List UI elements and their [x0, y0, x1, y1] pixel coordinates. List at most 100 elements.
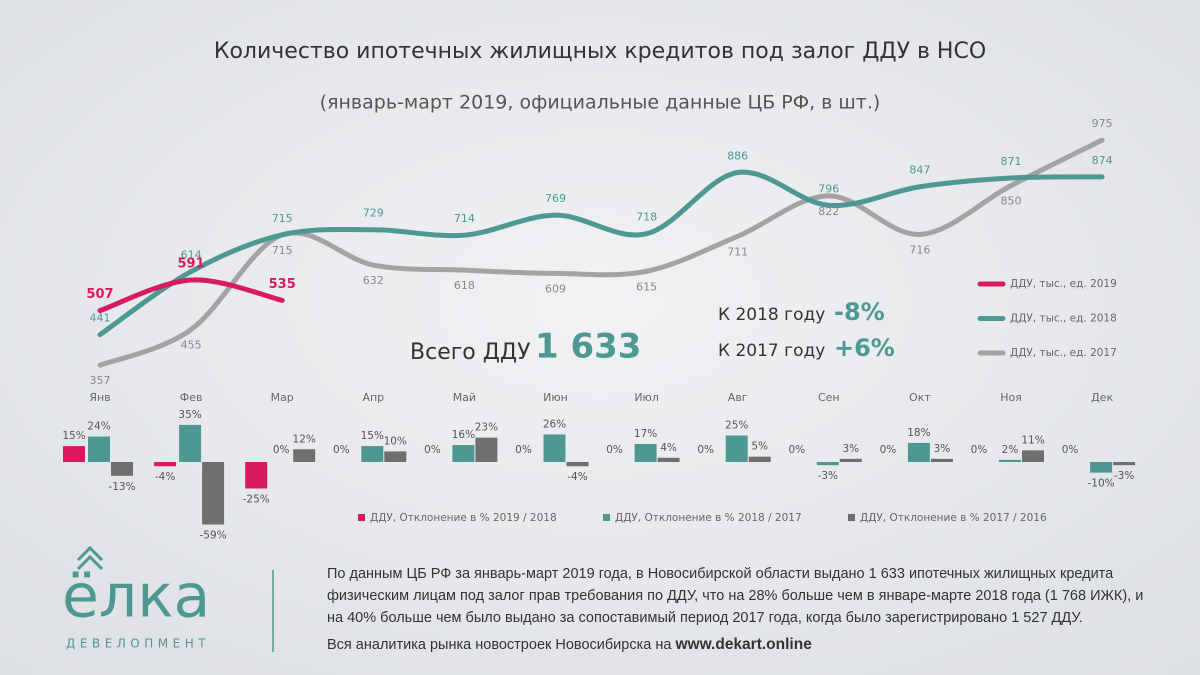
data-label: -3% — [1114, 470, 1134, 482]
line-series — [97, 169, 1105, 338]
data-label: 3% — [842, 443, 859, 455]
data-label: 507 — [86, 287, 113, 302]
bar — [293, 449, 316, 462]
data-label: 3% — [934, 443, 951, 455]
data-label: 0% — [1062, 444, 1079, 456]
data-label: 357 — [90, 374, 111, 387]
data-label: 24% — [87, 421, 110, 433]
logo-icon — [76, 554, 104, 571]
bar — [748, 456, 771, 462]
footer-link: www.dekart.online — [674, 636, 812, 653]
comparison-label: К 2017 году — [718, 341, 825, 361]
comparison-value: +6% — [834, 334, 895, 362]
x-tick-label: Янв — [89, 391, 110, 404]
bar — [88, 436, 110, 462]
bar — [657, 457, 680, 462]
x-tick-label: Окт — [909, 391, 931, 404]
data-label: 886 — [727, 150, 748, 163]
bar — [245, 462, 268, 489]
bar — [634, 443, 657, 462]
logo-icon — [76, 545, 104, 562]
chart-subtitle: (январь-март 2019, официальные данные ЦБ… — [320, 92, 881, 114]
x-tick-label: Фев — [180, 391, 203, 404]
bar — [111, 462, 133, 476]
data-label: 847 — [909, 164, 930, 177]
data-label: 715 — [272, 212, 293, 225]
logo-tagline: ДЕВЕЛОПМЕНТ — [66, 637, 210, 651]
x-tick-label: Апр — [362, 391, 384, 404]
data-label: 874 — [1092, 154, 1113, 167]
data-label: 618 — [454, 279, 475, 292]
bar — [543, 434, 566, 462]
data-label: 591 — [178, 256, 205, 271]
data-label: -13% — [108, 481, 135, 493]
x-tick-label: Сен — [818, 391, 840, 404]
bar — [452, 445, 475, 462]
data-label: 4% — [660, 442, 677, 454]
data-label: 769 — [545, 192, 566, 205]
data-label: 822 — [818, 205, 839, 218]
bar — [202, 462, 225, 525]
bar — [1113, 462, 1136, 466]
data-label: 614 — [181, 249, 202, 262]
data-label: 16% — [452, 429, 475, 441]
x-tick-label: Ноя — [1000, 391, 1022, 404]
x-tick-label: Дек — [1091, 391, 1113, 404]
bar — [361, 446, 384, 462]
comparison-label: К 2018 году — [718, 305, 825, 325]
data-label: 0% — [788, 444, 805, 456]
data-label: 23% — [475, 422, 498, 434]
data-label: -3% — [818, 470, 838, 482]
bar — [930, 458, 953, 462]
data-label: 0% — [697, 444, 714, 456]
bar — [154, 462, 177, 467]
data-label: 632 — [363, 274, 384, 287]
data-label: 15% — [361, 430, 384, 442]
legend-label: ДДУ, Отклонение в % 2019 / 2018 — [370, 512, 557, 524]
legend-marker — [848, 514, 855, 521]
bar — [839, 458, 862, 462]
data-label: -4% — [567, 471, 587, 483]
data-label: 975 — [1092, 117, 1113, 130]
chart-title: Количество ипотечных жилищных кредитов п… — [214, 39, 986, 64]
data-label: 18% — [907, 427, 930, 439]
data-label: -59% — [200, 530, 227, 542]
x-tick-label: Июн — [543, 391, 568, 404]
data-label: -10% — [1088, 478, 1115, 490]
legend-label: ДДУ, тыс., ед. 2019 — [1010, 278, 1117, 290]
footer-line: По данным ЦБ РФ за январь-март 2019 года… — [327, 566, 1114, 582]
logo-name: ёлка — [62, 562, 210, 632]
comparison-value: -8% — [834, 298, 885, 326]
data-label: 0% — [971, 444, 988, 456]
footer-line: физическим лицам под залог прав требован… — [327, 588, 1143, 604]
legend-label: ДДУ, тыс., ед. 2017 — [1010, 347, 1117, 359]
legend-marker — [603, 514, 610, 521]
data-label: 0% — [424, 444, 441, 456]
data-label: 850 — [1001, 195, 1022, 208]
data-label: 609 — [545, 282, 566, 295]
data-label: 441 — [90, 312, 111, 325]
data-label: 35% — [178, 409, 201, 421]
data-label: 17% — [634, 428, 657, 440]
data-label: 11% — [1021, 434, 1044, 446]
bar — [999, 459, 1021, 462]
bar — [63, 446, 85, 462]
data-label: 871 — [1001, 155, 1022, 168]
data-label: 718 — [636, 211, 657, 224]
footer-link-line: Вся аналитика рынка новостроек Новосибир… — [327, 636, 812, 653]
data-label: 535 — [269, 277, 296, 292]
line-series — [97, 277, 285, 314]
data-label: 615 — [636, 280, 657, 293]
data-label: 5% — [751, 441, 768, 453]
data-label: 455 — [181, 339, 202, 352]
legend-marker — [358, 514, 365, 521]
data-label: 25% — [725, 420, 748, 432]
x-tick-label: Май — [453, 391, 476, 404]
data-label: 0% — [880, 444, 897, 456]
data-label: 716 — [909, 243, 930, 256]
legend-label: ДДУ, тыс., ед. 2018 — [1010, 313, 1117, 325]
summary-value: 1 633 — [535, 327, 641, 367]
bar — [179, 424, 202, 462]
bar — [907, 442, 930, 462]
